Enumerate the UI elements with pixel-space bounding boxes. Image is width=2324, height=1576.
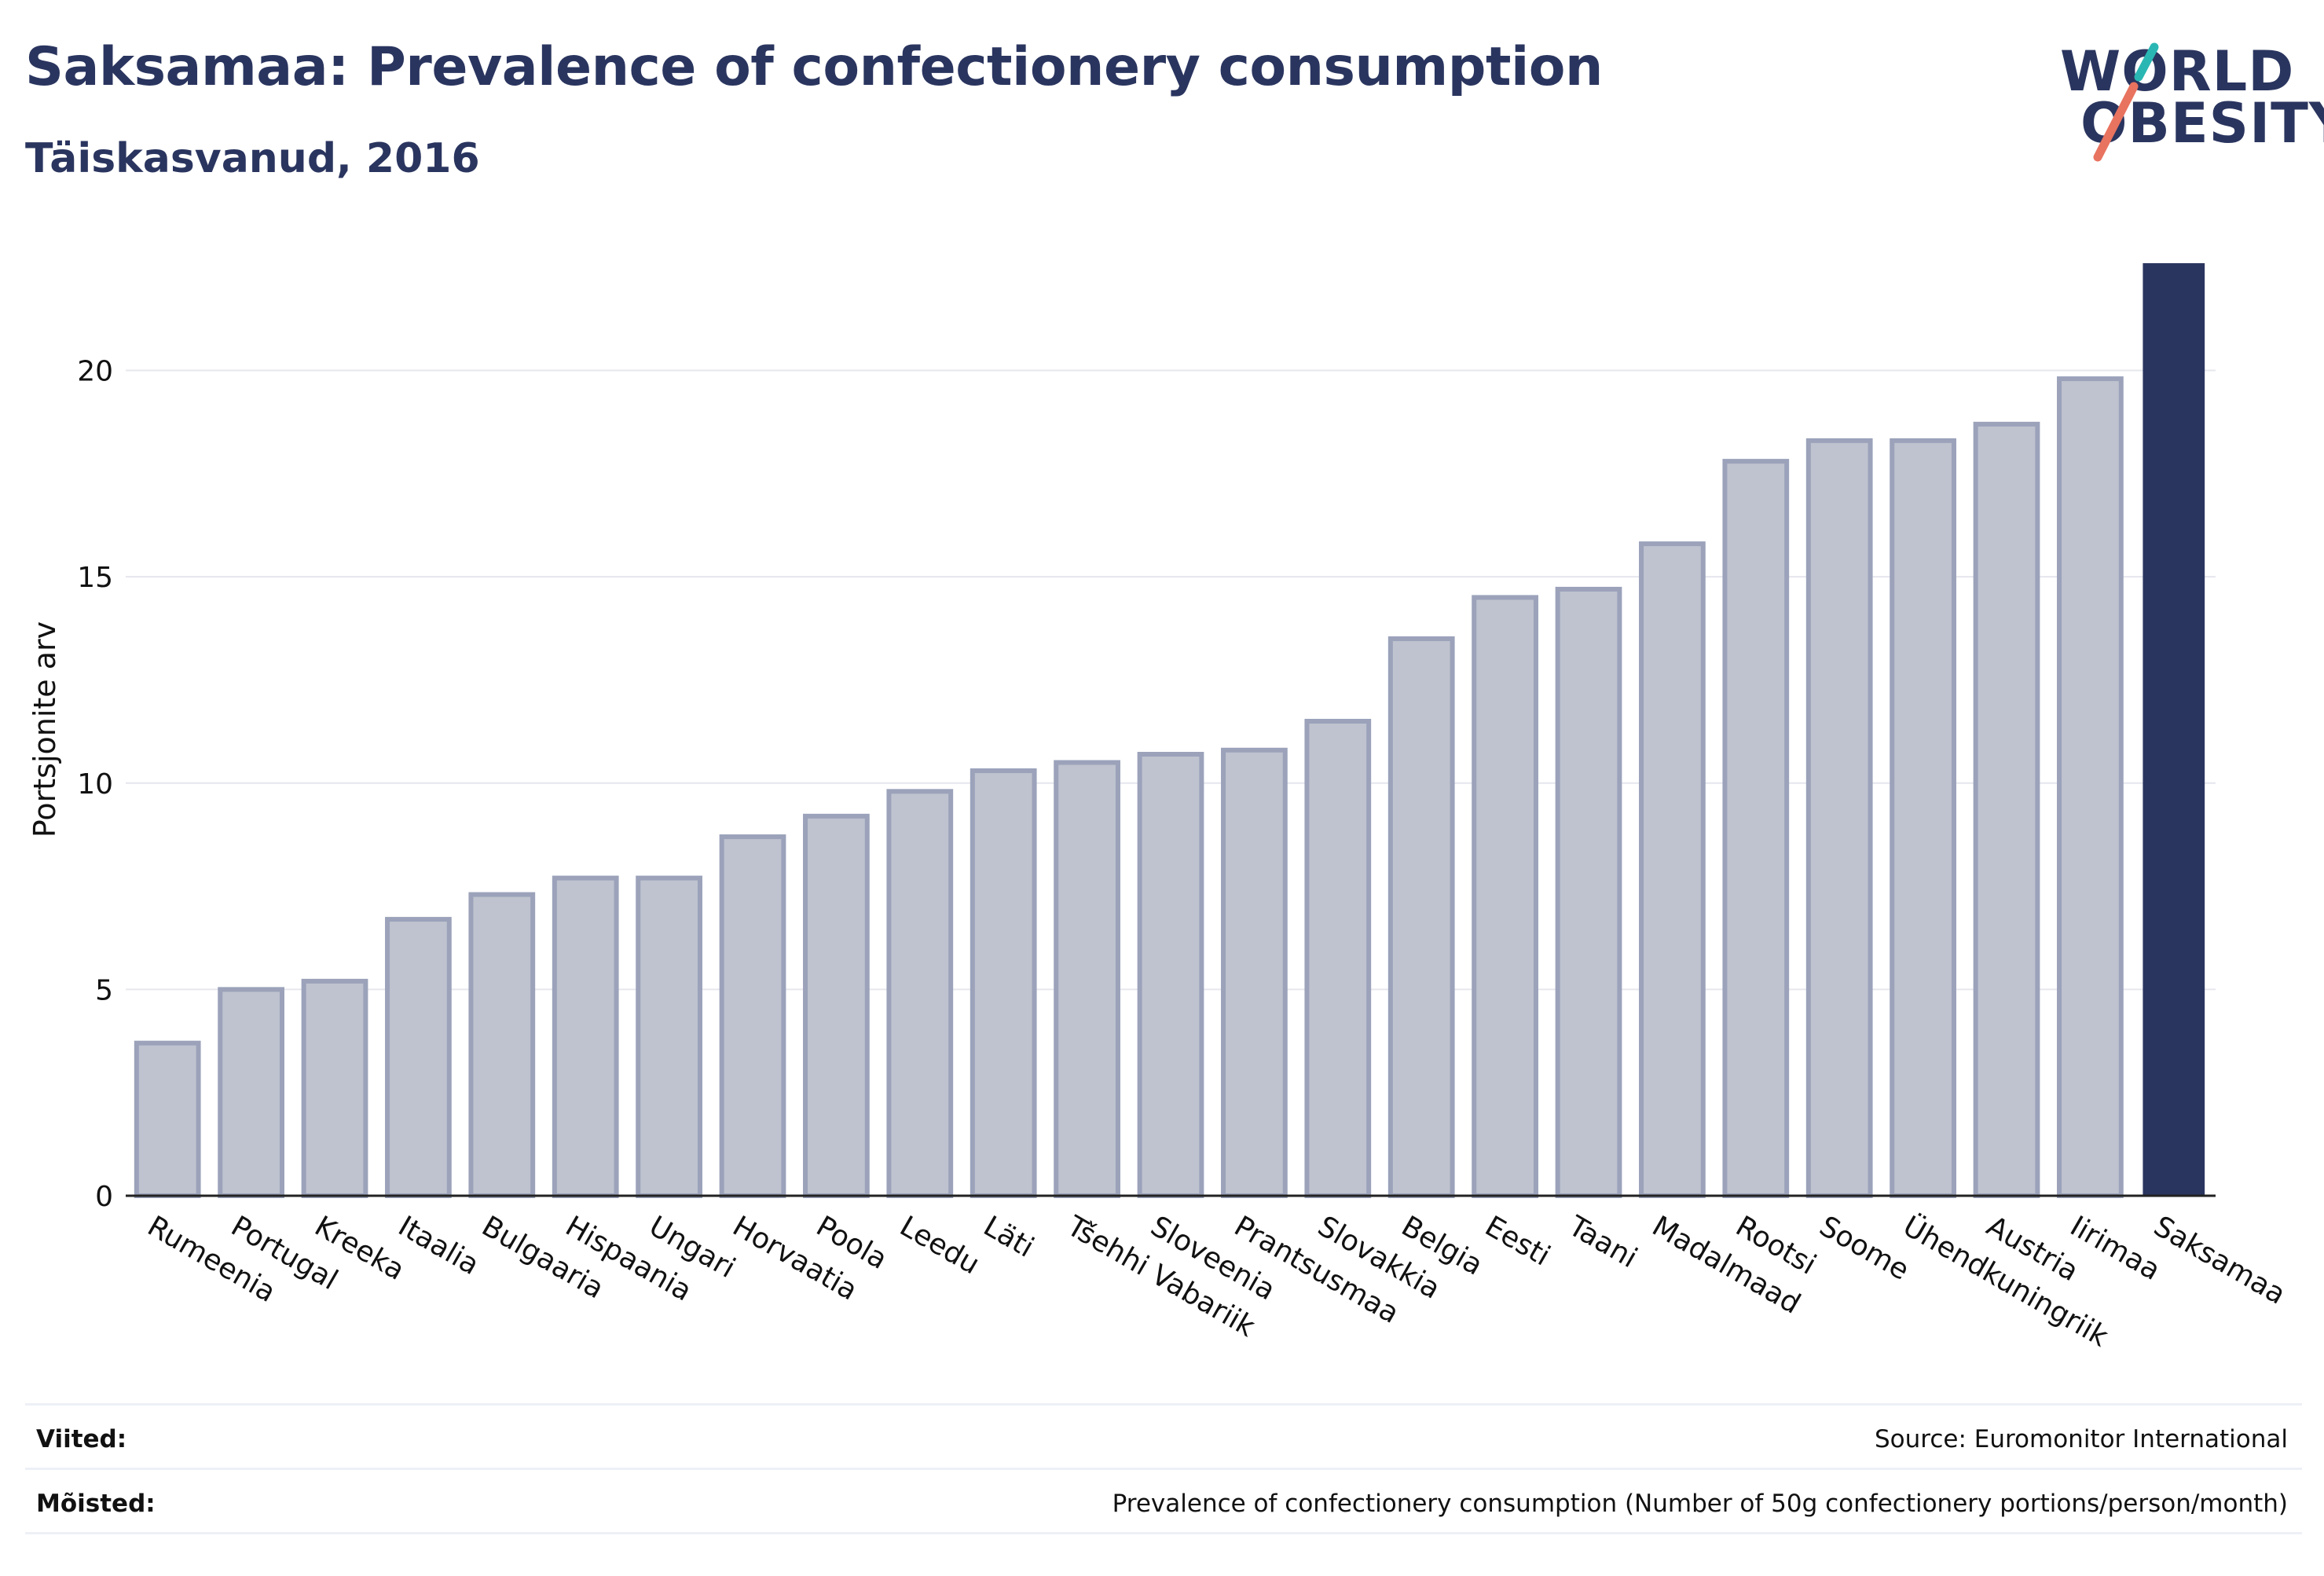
references-value: Source: Euromonitor International	[1874, 1425, 2288, 1453]
bar	[2057, 376, 2124, 1199]
bar	[1973, 421, 2040, 1198]
footer-divider	[25, 1468, 2302, 1470]
x-tick-label: Leedu	[894, 1210, 984, 1281]
y-axis-title: Portsjonite arv	[27, 621, 62, 837]
footer-divider	[25, 1532, 2302, 1534]
bar	[2143, 263, 2205, 1196]
x-tick-label: Läti	[978, 1210, 1039, 1264]
bar	[970, 768, 1037, 1198]
bar	[552, 875, 619, 1198]
bar	[1304, 718, 1372, 1198]
y-tick-label: 15	[77, 562, 113, 594]
world-obesity-logo: WORLD OBESITY	[2043, 24, 2324, 173]
y-tick-label: 5	[95, 974, 113, 1006]
bar	[385, 917, 452, 1199]
y-tick-label: 10	[77, 768, 113, 801]
bar	[468, 892, 536, 1198]
bar	[803, 813, 870, 1199]
chart-title: Saksamaa: Prevalence of confectionery co…	[25, 36, 1603, 98]
bar	[134, 1040, 201, 1198]
chart-subtitle: Täiskasvanud, 2016	[25, 135, 480, 182]
bar	[1472, 595, 1538, 1198]
definitions-label: Mõisted:	[36, 1490, 156, 1518]
definitions-value: Prevalence of confectionery consumption …	[1112, 1490, 2288, 1518]
logo-word-world: WORLD	[2060, 39, 2295, 104]
y-tick-label: 0	[95, 1181, 113, 1213]
bar	[301, 978, 368, 1199]
bar	[886, 789, 954, 1198]
x-tick-label: Saksamaa	[2148, 1210, 2290, 1310]
x-tick-label: Eesti	[1479, 1210, 1556, 1272]
x-tick-label: Taani	[1563, 1210, 1643, 1274]
bar	[719, 834, 786, 1198]
bar	[1890, 438, 1956, 1198]
y-tick-label: 20	[77, 356, 113, 388]
x-tick-label: Soome	[1814, 1210, 1915, 1287]
x-tick-label: Itaalia	[393, 1210, 485, 1281]
x-tick-label: Iirimaa	[2065, 1210, 2165, 1287]
logo-slash-icon	[2093, 42, 2159, 162]
bar	[1555, 586, 1622, 1198]
bar-chart: 05101520RumeeniaPortugalKreekaItaaliaBul…	[27, 263, 2291, 1354]
bar	[1221, 747, 1288, 1198]
bar	[1054, 760, 1120, 1198]
bars	[134, 263, 2205, 1199]
footer-divider	[25, 1403, 2302, 1406]
references-label: Viited:	[36, 1425, 127, 1453]
bar	[1137, 752, 1204, 1198]
bar	[1387, 636, 1455, 1198]
logo-word-obesity: OBESITY	[2080, 91, 2324, 156]
bar	[1805, 438, 1873, 1198]
bar	[1722, 459, 1790, 1198]
bar	[636, 875, 702, 1198]
bar	[1639, 541, 1706, 1198]
bar	[218, 987, 284, 1199]
